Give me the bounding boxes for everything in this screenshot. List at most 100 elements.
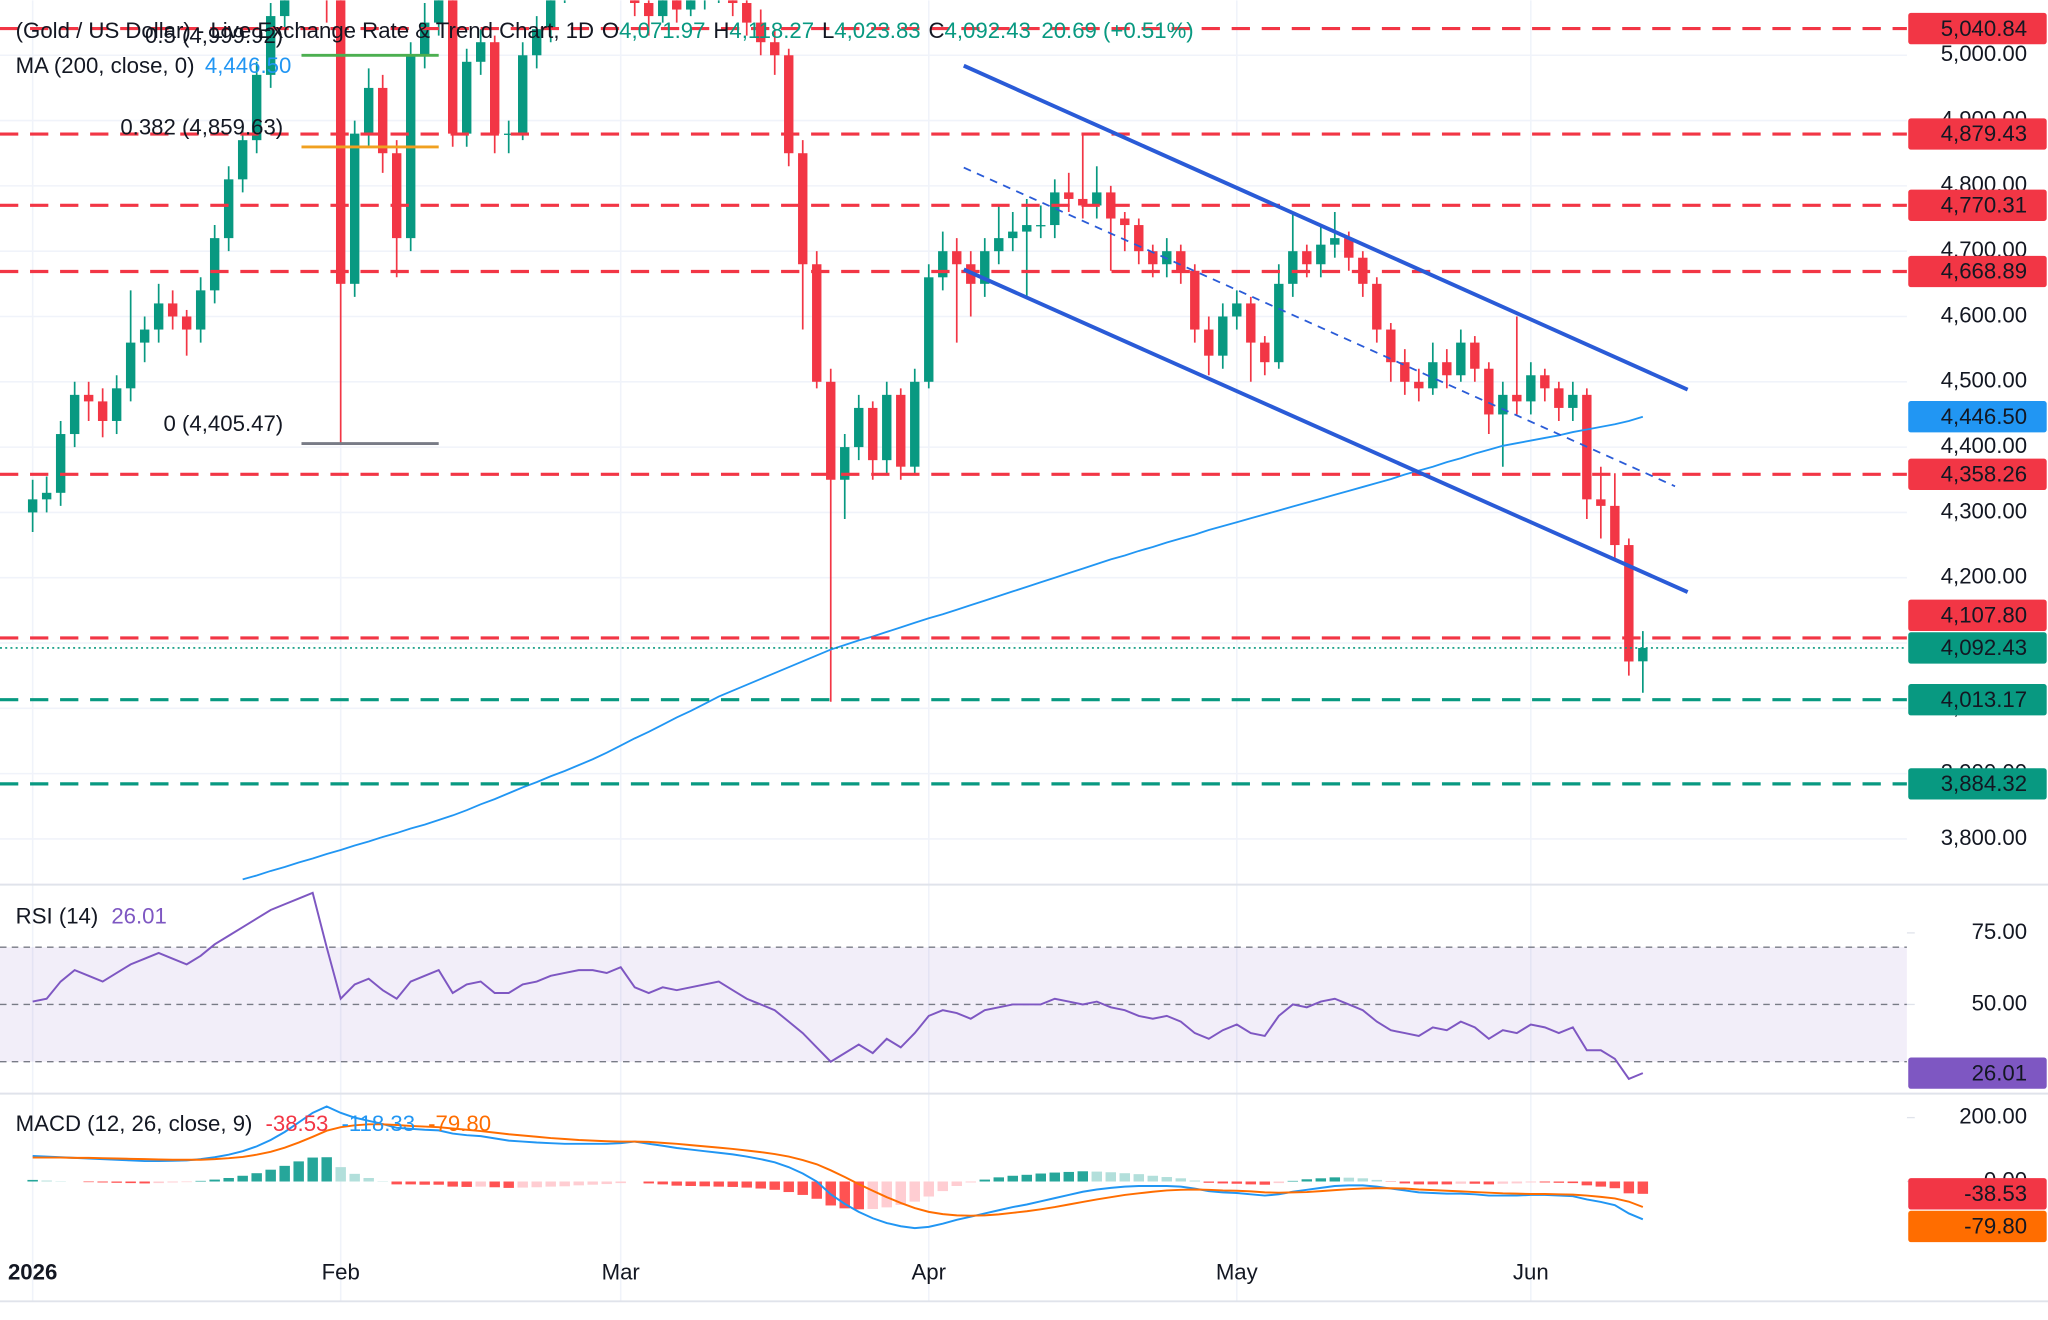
- y-tick-label: 4,400.00: [1941, 433, 2027, 458]
- legend-key: H: [713, 18, 729, 43]
- macd-histogram-bar: [1399, 1181, 1411, 1184]
- candle-body: [840, 447, 850, 480]
- macd-histogram-bar: [671, 1181, 682, 1186]
- candle-body: [1092, 192, 1102, 206]
- macd-histogram-bar: [1567, 1181, 1579, 1184]
- macd-histogram-bar: [1175, 1178, 1187, 1182]
- macd-histogram-bar: [1371, 1179, 1383, 1182]
- candle-body: [349, 133, 360, 284]
- macd-histogram-bar: [1525, 1181, 1537, 1183]
- candle-body: [69, 394, 80, 435]
- macd-histogram-bar: [643, 1181, 654, 1184]
- candle-body: [1120, 218, 1130, 226]
- legend-value: 4,092.43: [945, 18, 1031, 43]
- candle-body: [391, 153, 402, 239]
- candle-body: [1498, 394, 1508, 415]
- legend: MACD (12, 26, close, 9) -38.53 -118.33 -79.…: [16, 1111, 491, 1136]
- trend-line: [962, 63, 1689, 392]
- ma-name: MA (200, close, 0): [16, 53, 195, 78]
- macd-histogram-bar: [783, 1181, 794, 1193]
- candle-body: [1274, 283, 1284, 363]
- legend-value: 4,023.83: [834, 18, 920, 43]
- macd-histogram-bar: [1301, 1179, 1313, 1182]
- macd-histogram-bar: [601, 1181, 612, 1185]
- macd-histogram-bar: [811, 1181, 822, 1199]
- candle-body: [812, 264, 822, 382]
- macd-histogram-bar: [727, 1181, 738, 1187]
- macd-histogram-bar: [951, 1181, 962, 1186]
- x-tick-label: Mar: [602, 1260, 641, 1285]
- candle-body: [1512, 394, 1522, 402]
- candle-body: [728, 0, 738, 4]
- candle-body: [167, 303, 178, 317]
- macd-histogram-bar: [937, 1181, 948, 1192]
- candle-body: [1596, 499, 1606, 506]
- price-pane: 0.5 (4,999.92) 0.382 (4,859.63) 0 (4,405.4…: [0, 0, 1907, 881]
- price-label-box: [1908, 1178, 2047, 1210]
- macd-histogram-bar: [1245, 1181, 1257, 1185]
- macd-histogram-bar: [559, 1181, 570, 1187]
- price-label-box: [1908, 684, 2047, 716]
- price-label: -79.80: [1964, 1214, 2027, 1239]
- macd-histogram-bar: [1609, 1181, 1621, 1189]
- candle-body: [83, 394, 94, 402]
- macd-histogram-bar: [1511, 1181, 1523, 1184]
- legend: MA (200, close, 0) 4,446.50: [16, 53, 292, 78]
- legend-change: 20.69 (+0.51%): [1041, 18, 1193, 43]
- macd-histogram-bar: [895, 1181, 906, 1205]
- candle-body: [1470, 342, 1480, 369]
- candle-body: [1386, 329, 1396, 363]
- candle-body: [462, 61, 472, 134]
- x-tick-label: Apr: [911, 1260, 946, 1285]
- candle-body: [1554, 388, 1564, 408]
- candle-body: [1078, 198, 1088, 206]
- macd-histogram-bar: [223, 1177, 234, 1182]
- candle-body: [55, 434, 66, 493]
- candle-body: [1344, 238, 1354, 258]
- macd-histogram-bar: [209, 1179, 220, 1182]
- macd-histogram-bar: [321, 1157, 332, 1182]
- macd-histogram-bar: [349, 1173, 360, 1182]
- macd-histogram-bar: [83, 1181, 94, 1183]
- candle-body: [854, 407, 864, 448]
- macd-histogram-bar: [1497, 1181, 1509, 1184]
- price-label: 3,884.32: [1941, 771, 2027, 796]
- candle-body: [279, 0, 290, 17]
- macd-histogram-bar: [1315, 1178, 1327, 1182]
- candle-body: [686, 0, 696, 10]
- legend-key: C: [929, 18, 945, 43]
- macd-histogram-bar: [797, 1181, 808, 1195]
- candle-body: [1316, 244, 1326, 265]
- candle-body: [924, 277, 934, 382]
- grid: 5,000.004,900.004,800.004,700.004,600.00…: [0, 0, 2027, 1302]
- macd-histogram-bar: [1133, 1174, 1145, 1182]
- price-label: 4,770.31: [1941, 192, 2027, 217]
- macd-histogram-bar: [111, 1181, 122, 1183]
- candle-body: [1218, 316, 1228, 356]
- candle-body: [1526, 375, 1536, 402]
- candle-body: [1064, 192, 1074, 199]
- macd-histogram-bar: [41, 1180, 52, 1182]
- price-label-box: [1908, 599, 2047, 631]
- price-label-box: [1908, 118, 2047, 150]
- legend-value: 4,118.27: [729, 18, 814, 43]
- price-label: 4,446.50: [1941, 404, 2027, 429]
- candle-body: [784, 55, 794, 154]
- x-tick-label: Jun: [1513, 1260, 1549, 1285]
- candle-body: [826, 381, 836, 480]
- macd-histogram-bar: [769, 1181, 780, 1190]
- candle-body: [1610, 505, 1620, 546]
- macd-histogram-bar: [27, 1179, 38, 1182]
- y-tick-label: 4,500.00: [1941, 368, 2027, 393]
- candle-body: [1176, 251, 1186, 271]
- candle-body: [1456, 342, 1466, 376]
- candle-body: [448, 0, 458, 134]
- price-labels: 4,092.43 5,040.84 4,879.43 4,770.31 4,668.89…: [1908, 12, 2047, 1243]
- candle-body: [490, 42, 500, 134]
- y-tick-label: 200.00: [1959, 1103, 2027, 1128]
- candle-body: [1134, 225, 1144, 252]
- y-tick-label: 4,200.00: [1941, 564, 2027, 589]
- price-label: 26.01: [1972, 1060, 2028, 1085]
- macd-histogram-bar: [1007, 1175, 1018, 1182]
- macd-histogram-bar: [363, 1177, 374, 1182]
